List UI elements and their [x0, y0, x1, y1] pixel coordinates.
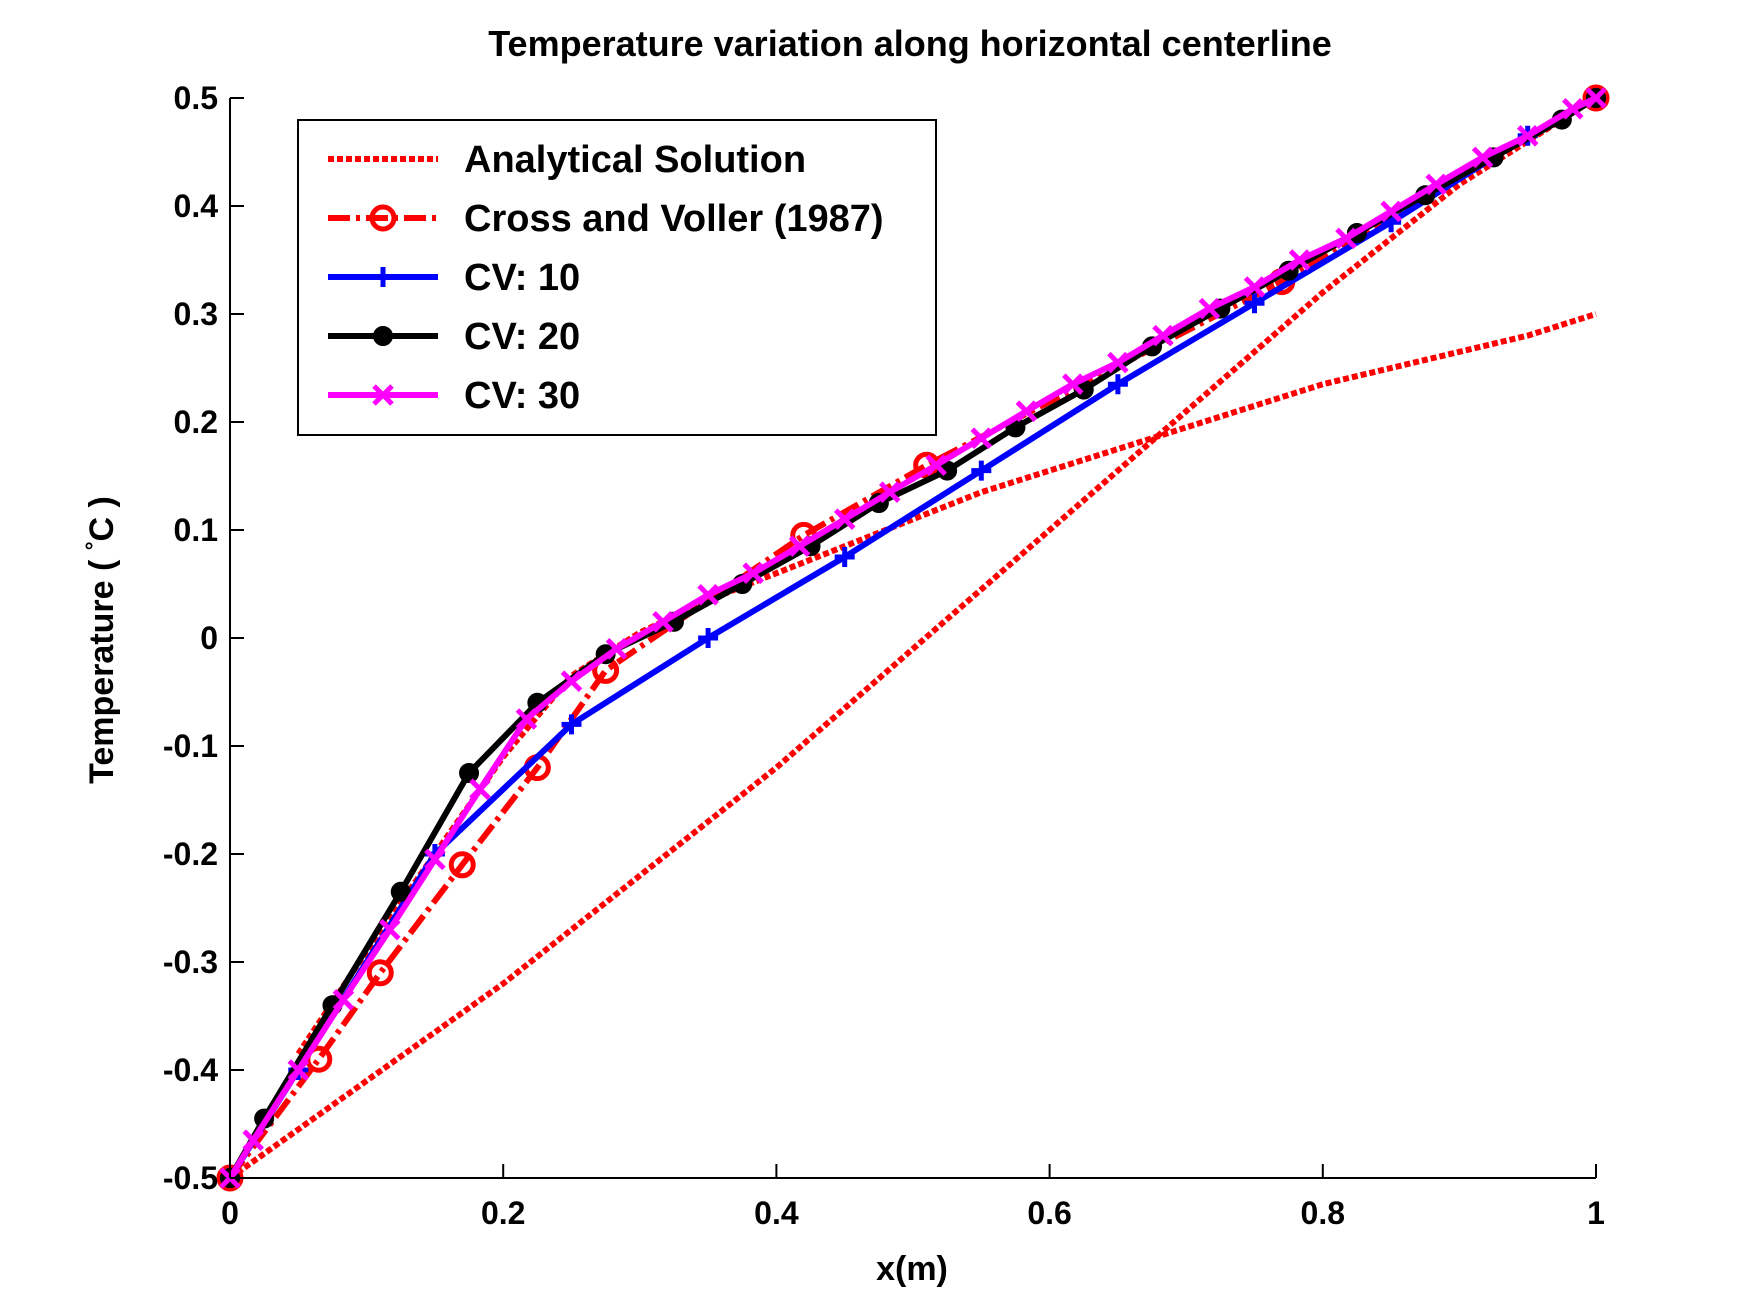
y-tick-label: 0.3 — [174, 296, 218, 332]
data-point — [1198, 297, 1221, 320]
y-tick-label: 0.1 — [174, 512, 218, 548]
data-point — [424, 848, 446, 871]
x-tick-label: 0.6 — [1027, 1195, 1071, 1231]
data-point — [379, 918, 401, 941]
series-line — [295, 311, 1597, 1056]
data-point — [1380, 200, 1402, 223]
y-tick-label: 0.5 — [174, 80, 218, 116]
data-point — [970, 427, 993, 449]
legend-item: Analytical Solution — [328, 139, 806, 181]
data-point — [390, 881, 411, 902]
data-point — [1471, 146, 1494, 169]
legend-item: CV: 30 — [328, 375, 580, 417]
data-point — [652, 611, 674, 633]
data-point — [788, 535, 811, 557]
data-point — [332, 989, 355, 1011]
data-point — [560, 670, 583, 692]
x-axis-label: x(m) — [876, 1250, 948, 1288]
data-point — [459, 763, 480, 783]
data-point — [373, 326, 393, 346]
data-point — [1288, 249, 1311, 271]
y-tick-label: 0.2 — [174, 404, 218, 440]
legend: Analytical Solution Cross and Voller (198… — [297, 119, 937, 436]
y-tick-label: -0.3 — [163, 944, 218, 980]
data-point — [1015, 400, 1038, 422]
data-point — [742, 562, 764, 584]
series-1 — [228, 95, 1598, 1181]
data-point — [373, 267, 393, 287]
series-line — [228, 95, 1598, 1181]
legend-label: CV: 10 — [464, 257, 580, 299]
y-axis-label-unit: C ) — [83, 496, 121, 541]
chart-title: Temperature variation along horizontal c… — [488, 23, 1332, 64]
y-tick-label: -0.4 — [163, 1052, 218, 1088]
plot-area — [216, 84, 1610, 1192]
data-point — [1244, 293, 1265, 314]
y-tick-label: -0.5 — [163, 1160, 218, 1196]
axes: 0 0.2 0.4 0.6 0.8 1 -0.5 -0.4 -0.3 -0.2 -0.1 0 0.1 0.… — [163, 80, 1605, 1231]
data-point — [1335, 227, 1357, 250]
data-point — [561, 714, 582, 735]
x-tick-label: 1 — [1587, 1195, 1605, 1231]
data-point — [242, 1129, 264, 1151]
y-axis-label-degree: ° — [81, 541, 106, 550]
data-point — [879, 481, 901, 503]
data-point — [605, 638, 628, 660]
data-point — [369, 204, 397, 232]
data-point — [1152, 324, 1174, 347]
legend-label: CV: 30 — [464, 375, 580, 417]
data-point — [1585, 87, 1607, 109]
data-point — [1516, 125, 1539, 147]
data-point — [515, 708, 538, 730]
y-tick-label: -0.1 — [163, 728, 218, 764]
data-point — [1582, 84, 1610, 112]
legend-label: Cross and Voller (1987) — [464, 198, 884, 240]
data-point — [971, 460, 992, 481]
data-point — [448, 851, 476, 879]
data-point — [698, 628, 719, 648]
data-point — [833, 508, 856, 530]
data-point — [1107, 351, 1129, 374]
data-point — [1243, 276, 1266, 298]
legend-label: Analytical Solution — [464, 139, 806, 181]
data-point — [1107, 374, 1128, 395]
data-point — [834, 547, 855, 567]
data-point — [925, 454, 947, 476]
series-5 — [219, 87, 1607, 1189]
y-axis-label-main: Temperature ( — [83, 550, 121, 784]
x-tick-label: 0.4 — [754, 1195, 799, 1231]
legend-item: CV: 10 — [328, 257, 580, 299]
data-point — [469, 778, 491, 800]
legend-item: CV: 20 — [328, 316, 580, 358]
data-point — [372, 384, 394, 406]
data-point — [697, 584, 719, 606]
y-tick-label: -0.2 — [163, 836, 218, 872]
data-point — [366, 959, 394, 987]
y-tick-label: 0.4 — [174, 188, 219, 224]
y-tick-label: 0 — [200, 620, 218, 656]
legend-item: Cross and Voller (1987) — [328, 198, 884, 240]
data-point — [1425, 173, 1447, 196]
x-tick-label: 0.2 — [481, 1195, 525, 1231]
y-axis-label: Temperature ( °C ) — [81, 496, 121, 784]
series-0 — [295, 311, 1597, 1056]
x-tick-label: 0 — [221, 1195, 239, 1231]
legend-label: CV: 20 — [464, 316, 580, 358]
data-point — [1562, 98, 1584, 120]
data-point — [287, 1059, 310, 1081]
data-point — [1062, 373, 1084, 395]
x-tick-label: 0.8 — [1301, 1195, 1345, 1231]
